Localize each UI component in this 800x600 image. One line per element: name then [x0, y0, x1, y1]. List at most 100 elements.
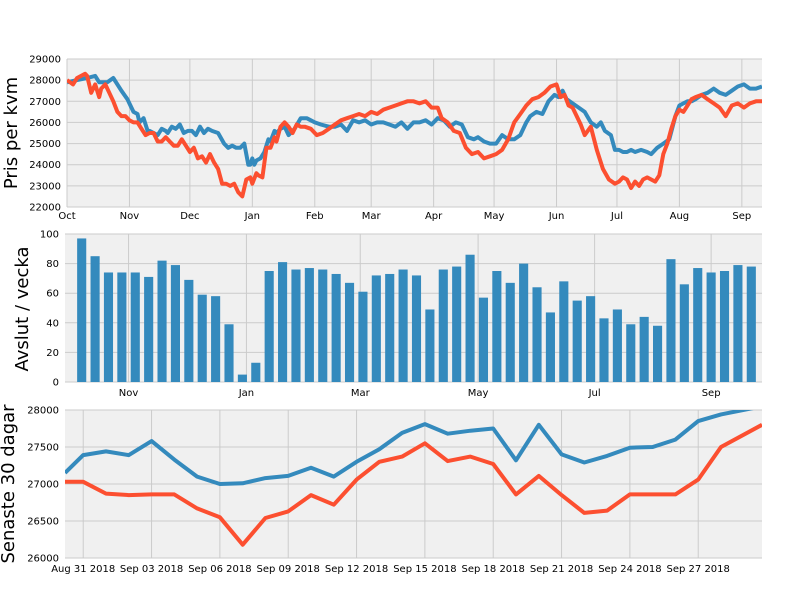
bar — [411, 275, 422, 382]
bar — [157, 260, 167, 382]
y-tick-label: 23000 — [29, 181, 61, 192]
bar — [452, 266, 462, 382]
x-tick-label: May — [468, 388, 489, 399]
series-line-blue — [65, 410, 754, 486]
y-tick-label: 28000 — [27, 406, 59, 417]
x-tick-label: Jul — [588, 388, 601, 399]
x-tick-label: Mar — [362, 211, 382, 222]
panel-last-30-days: 26000 26500 27000 27500 28000 Aug 31 2018 Sep … — [0, 404, 762, 575]
x-tick-label: Sep 03 2018 — [120, 564, 183, 575]
bar — [237, 374, 247, 382]
y-tick-label: 27000 — [29, 97, 61, 108]
bar — [599, 318, 609, 382]
x-tick-label: Sep — [702, 388, 721, 399]
x-tick-label: Sep — [732, 211, 751, 222]
bar — [465, 254, 475, 382]
bar — [612, 309, 622, 382]
bar — [425, 309, 435, 382]
x-tick-label: Aug — [670, 211, 690, 222]
x-tick-label: Sep 21 2018 — [530, 564, 593, 575]
x-tick-label: Jul — [610, 211, 623, 222]
bar — [492, 271, 502, 382]
bar — [90, 256, 100, 382]
bar — [77, 238, 87, 382]
series-line-red — [67, 71, 762, 199]
y-axis-label: Avslut / vecka — [12, 246, 33, 371]
bar — [184, 279, 194, 382]
x-tick-label: Sep 18 2018 — [462, 564, 525, 575]
y-tick-label: 27000 — [27, 480, 59, 491]
panel-sales-per-week: 0 20 40 60 80 100 Nov Jan Mar May Jul Sep Avslut / v… — [12, 230, 762, 399]
x-tick-label: Nov — [119, 388, 139, 399]
bar — [545, 312, 555, 382]
y-tick-label: 26000 — [29, 118, 61, 129]
bar — [653, 325, 663, 382]
x-tick-label: Feb — [306, 211, 324, 222]
bar — [103, 272, 114, 382]
y-tick-label: 22000 — [29, 203, 61, 214]
y-tick-label: 26500 — [27, 517, 59, 528]
bar — [679, 284, 689, 382]
bar — [251, 362, 261, 382]
bar — [224, 324, 234, 382]
y-tick-label: 20 — [46, 348, 59, 359]
y-tick-label: 26000 — [27, 554, 59, 565]
bar — [719, 271, 730, 382]
panel-price-per-sqm: 22000 23000 24000 25000 26000 27000 28000 29000… — [1, 55, 762, 222]
bar — [572, 300, 582, 382]
x-tick-label: Aug 31 2018 — [51, 564, 115, 575]
bar — [559, 281, 569, 382]
bar — [478, 297, 489, 382]
bar — [170, 265, 180, 382]
bar — [318, 269, 328, 382]
plot-area — [67, 59, 762, 207]
x-tick-label: Jan — [238, 388, 254, 399]
x-tick-label: Dec — [180, 211, 199, 222]
y-axis-label: Senaste 30 dagar — [0, 404, 19, 564]
x-tick-label: Sep 06 2018 — [188, 564, 251, 575]
bar — [197, 294, 207, 382]
bar — [639, 316, 649, 382]
bar — [706, 272, 716, 382]
bar — [398, 269, 408, 382]
bar — [211, 296, 221, 382]
x-tick-label: Sep 12 2018 — [325, 564, 388, 575]
y-tick-label: 0 — [53, 378, 59, 389]
bar — [733, 265, 743, 382]
bar — [385, 273, 395, 382]
x-tick-label: Mar — [351, 388, 371, 399]
bar — [358, 291, 368, 382]
bar — [304, 268, 314, 382]
bar — [344, 282, 355, 382]
y-tick-label: 80 — [46, 259, 59, 270]
y-tick-label: 25000 — [29, 139, 61, 150]
y-tick-label: 28000 — [29, 76, 61, 87]
x-tick-label: Sep 24 2018 — [598, 564, 661, 575]
bar — [519, 263, 529, 382]
bar — [278, 262, 288, 382]
bar — [291, 269, 301, 382]
x-tick-label: Oct — [58, 211, 75, 222]
bar — [371, 275, 381, 382]
bar — [626, 324, 636, 382]
y-axis-label: Pris per kvm — [1, 77, 22, 189]
series-line-blue — [67, 73, 762, 167]
x-tick-label: Sep 09 2018 — [257, 564, 320, 575]
bar — [693, 268, 703, 382]
series-line-red — [65, 423, 762, 547]
y-tick-label: 27500 — [27, 443, 59, 454]
x-tick-label: Jun — [548, 211, 565, 222]
x-tick-label: Sep 15 2018 — [393, 564, 456, 575]
y-tick-label: 24000 — [29, 160, 61, 171]
bar — [666, 259, 676, 382]
bar — [532, 287, 542, 382]
x-tick-label: Nov — [120, 211, 140, 222]
bar — [438, 269, 448, 382]
bar — [505, 282, 515, 382]
y-tick-label: 40 — [46, 318, 59, 329]
bar — [586, 296, 596, 382]
bar — [130, 272, 140, 382]
bar — [264, 271, 274, 382]
x-tick-label: May — [484, 211, 505, 222]
